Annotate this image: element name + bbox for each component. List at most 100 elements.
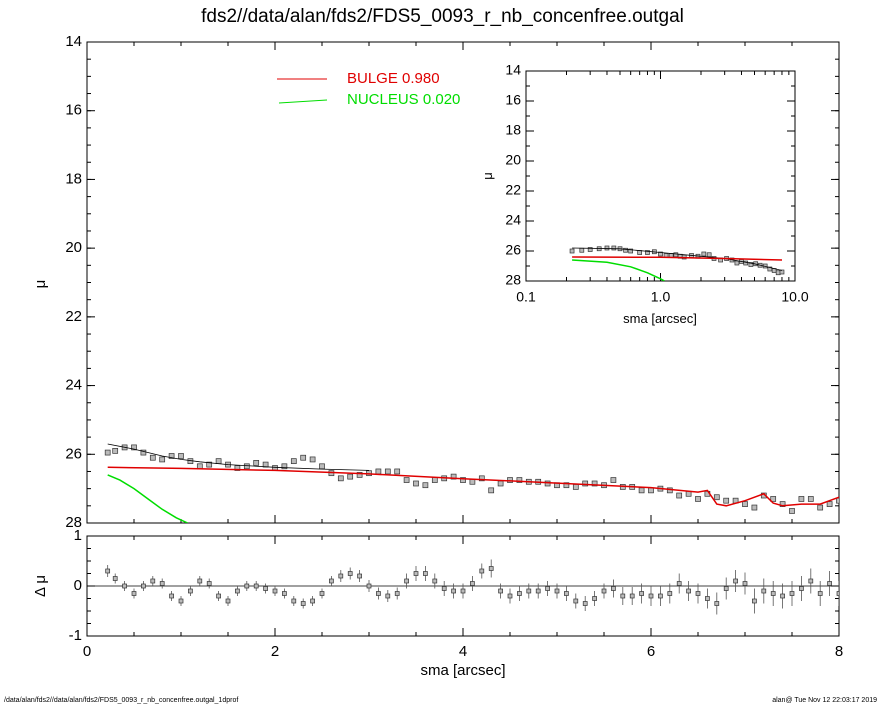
x-tick-label: 6 (647, 643, 655, 660)
data-point (770, 496, 777, 502)
data-point (478, 475, 485, 482)
data-point (798, 496, 805, 502)
data-point (140, 449, 147, 456)
data-point (169, 593, 174, 599)
data-point (263, 586, 268, 591)
data-point (188, 588, 193, 594)
data-point (507, 593, 513, 599)
data-point (168, 453, 175, 459)
data-point (347, 571, 353, 576)
data-point (347, 473, 354, 480)
data-point (403, 477, 410, 483)
legend-nucleus-swatch (278, 99, 328, 104)
data-point (394, 591, 400, 596)
data-point (836, 497, 839, 504)
data-point (450, 473, 457, 480)
data-point (582, 480, 589, 487)
data-point (658, 251, 663, 257)
plot-area (87, 559, 839, 615)
data-point (706, 252, 712, 258)
data-point (431, 477, 438, 483)
data-point (498, 588, 503, 594)
data-point (460, 588, 466, 594)
data-point (733, 578, 738, 584)
data-point (526, 588, 532, 594)
data-point (827, 581, 832, 586)
data-point (648, 487, 654, 494)
data-point (723, 586, 729, 591)
data-point (216, 593, 221, 599)
data-point (572, 484, 579, 490)
data-point (432, 578, 438, 584)
data-point (807, 496, 814, 502)
data-point (751, 504, 758, 511)
data-point (780, 593, 785, 599)
data-point (384, 468, 391, 475)
x-tick-label: 10.0 (781, 289, 808, 305)
data-point (826, 501, 833, 507)
series-line-total (572, 247, 783, 271)
data-point (253, 583, 259, 589)
data-point (460, 477, 466, 483)
x-tick-label: 2 (271, 643, 279, 660)
data-point (479, 568, 485, 574)
data-point (629, 593, 635, 599)
data-point (667, 591, 673, 596)
data-point (779, 269, 785, 275)
data-point (319, 463, 325, 470)
data-point (723, 497, 730, 504)
data-point (592, 596, 597, 601)
data-point (752, 598, 757, 604)
y-tick-label: 24 (65, 377, 82, 394)
data-point (748, 262, 754, 267)
data-point (451, 588, 456, 594)
x-tick-label: 0 (83, 643, 91, 660)
data-point (713, 494, 720, 501)
data-point (206, 461, 213, 468)
data-point (645, 250, 650, 255)
data-point (112, 448, 119, 454)
y-tick-label: 22 (505, 182, 521, 198)
y-tick-label: 28 (505, 272, 521, 288)
data-point (686, 588, 691, 594)
y-tick-label: -1 (69, 627, 82, 644)
data-point (356, 472, 363, 478)
x-tick-label: 1.0 (651, 289, 671, 305)
plot-area (569, 245, 785, 281)
data-point (563, 482, 570, 489)
footer-file-path: /data/alan/fds2//data/alan/fds2/FDS5_009… (4, 697, 239, 704)
data-point (422, 482, 429, 489)
data-point (639, 591, 644, 596)
data-point (159, 456, 166, 463)
data-point (658, 593, 663, 599)
y-tick-label: 28 (65, 514, 82, 531)
data-point (329, 578, 334, 584)
data-point (714, 601, 720, 606)
data-point (701, 251, 707, 257)
data-point (808, 578, 814, 584)
y-tick-label: 20 (505, 152, 521, 168)
y-tick-label: 16 (505, 92, 521, 108)
legend-nucleus-label: NUCLEUS 0.020 (347, 91, 460, 108)
data-point (775, 270, 781, 276)
y-tick-label: 0 (74, 577, 82, 594)
data-point (178, 453, 184, 459)
data-point (413, 571, 419, 576)
data-point (742, 501, 748, 507)
data-point (366, 583, 372, 589)
data-point (761, 588, 767, 594)
data-point (338, 573, 344, 579)
data-point (423, 571, 428, 576)
y-tick-label: 18 (65, 170, 82, 187)
data-point (582, 601, 588, 606)
data-point (131, 591, 137, 596)
data-point (610, 477, 617, 483)
data-point (131, 444, 137, 451)
plot-area (104, 443, 839, 523)
data-point (705, 596, 710, 601)
data-point (291, 598, 297, 604)
data-point (587, 247, 593, 252)
y-tick-label: 16 (65, 102, 82, 119)
data-point (554, 588, 560, 594)
data-point (244, 583, 250, 589)
